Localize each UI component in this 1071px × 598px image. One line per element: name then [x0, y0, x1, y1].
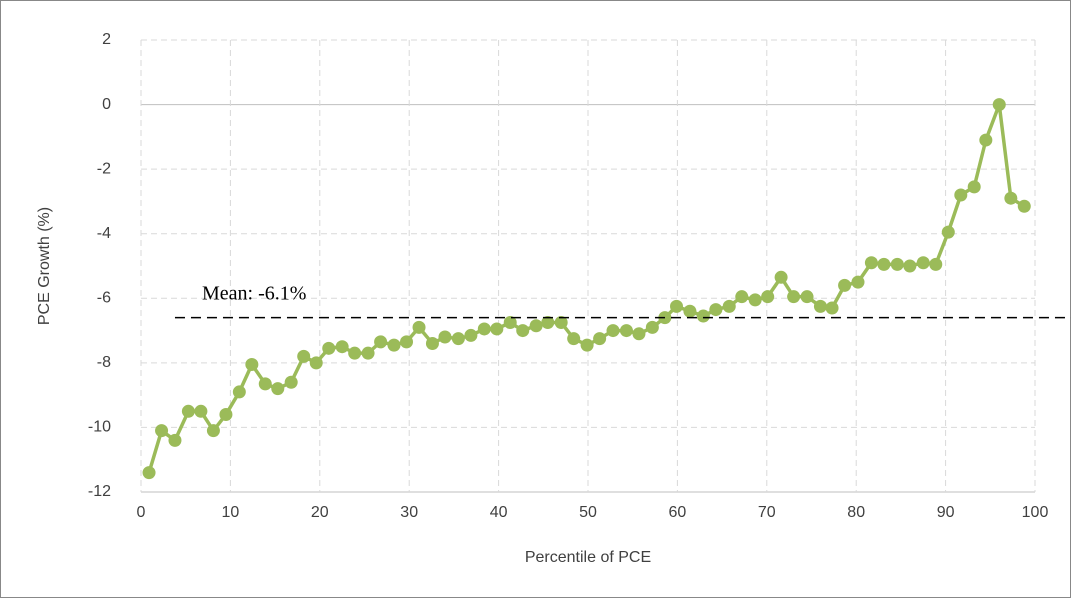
data-point [529, 319, 543, 333]
data-point [683, 304, 697, 318]
data-point [593, 332, 607, 346]
data-point [800, 290, 814, 304]
data-point [284, 375, 298, 389]
x-tick-label: 80 [847, 504, 865, 521]
data-point [142, 466, 156, 480]
data-point [838, 278, 852, 292]
data-point [903, 259, 917, 273]
data-point [309, 356, 323, 370]
data-point [155, 424, 169, 438]
data-point [864, 256, 878, 270]
data-point [451, 332, 465, 346]
y-tick-label: 0 [102, 96, 111, 113]
data-point [645, 320, 659, 334]
data-point [322, 341, 336, 355]
data-point [258, 377, 272, 391]
y-tick-label: -4 [97, 225, 111, 242]
data-point [1017, 199, 1031, 213]
data-point [787, 290, 801, 304]
data-point [632, 327, 646, 341]
x-tick-label: 40 [490, 504, 508, 521]
x-tick-label: 60 [669, 504, 687, 521]
data-point [941, 225, 955, 239]
data-point [735, 290, 749, 304]
data-point [297, 349, 311, 363]
data-point [219, 408, 233, 422]
data-point [916, 256, 930, 270]
data-point [696, 309, 710, 323]
data-point [709, 303, 723, 317]
data-point [412, 320, 426, 334]
data-point [992, 98, 1006, 112]
data-point [245, 357, 259, 371]
data-point [567, 332, 581, 346]
data-point [1004, 191, 1018, 205]
data-point [670, 299, 684, 313]
data-point [206, 424, 220, 438]
y-axis-title: PCE Growth (%) [36, 207, 53, 325]
x-tick-label: 20 [311, 504, 329, 521]
data-point [619, 324, 633, 338]
x-tick-label: 30 [400, 504, 418, 521]
data-point [954, 188, 968, 202]
data-point [271, 382, 285, 396]
y-tick-label: -8 [97, 354, 111, 371]
data-point [813, 299, 827, 313]
data-point [348, 346, 362, 360]
data-point [967, 180, 981, 194]
data-point [877, 257, 891, 271]
data-point [554, 316, 568, 329]
x-axis-title: Percentile of PCE [525, 549, 651, 566]
y-tick-label: -6 [97, 290, 111, 307]
data-point [477, 322, 491, 336]
data-point [374, 335, 388, 349]
data-point [335, 340, 349, 354]
data-point [748, 293, 762, 307]
x-tick-label: 10 [222, 504, 240, 521]
x-tick-label: 0 [137, 504, 146, 521]
data-point [232, 385, 246, 399]
data-point [516, 324, 530, 338]
data-point [425, 336, 439, 350]
data-point [890, 257, 904, 271]
data-point [168, 433, 182, 447]
data-point [541, 316, 555, 329]
x-tick-label: 90 [937, 504, 955, 521]
data-point [580, 338, 594, 352]
y-tick-label: -10 [88, 419, 111, 436]
data-point [774, 270, 788, 284]
data-point [503, 316, 517, 329]
data-point [464, 328, 478, 342]
data-point [194, 404, 208, 418]
data-point [722, 299, 736, 313]
x-tick-label: 50 [579, 504, 597, 521]
data-point [825, 301, 839, 315]
y-tick-label: -2 [97, 160, 111, 177]
data-point [851, 275, 865, 289]
data-point [490, 322, 504, 336]
data-point [929, 257, 943, 271]
x-tick-label: 100 [1022, 504, 1049, 521]
data-point [979, 133, 993, 147]
data-point [606, 324, 620, 338]
data-point [181, 404, 195, 418]
data-point [438, 330, 452, 344]
data-point [387, 338, 401, 352]
y-tick-label: 2 [102, 31, 111, 48]
mean-label: Mean: -6.1% [202, 282, 306, 304]
data-point [400, 335, 414, 349]
data-point [361, 346, 375, 360]
data-point [761, 290, 775, 304]
y-tick-label: -12 [88, 483, 111, 500]
x-tick-label: 70 [758, 504, 776, 521]
